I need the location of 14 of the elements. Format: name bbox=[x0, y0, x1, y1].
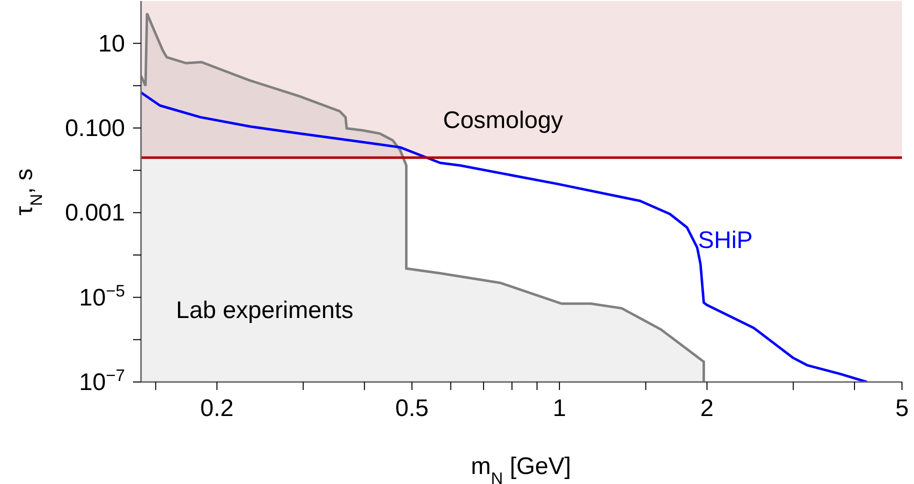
band-label: Cosmology bbox=[443, 107, 564, 134]
x-tick-label: 0.2 bbox=[200, 395, 234, 422]
x-tick-label: 1 bbox=[552, 395, 566, 422]
x-tick-label: 2 bbox=[700, 395, 714, 422]
series-label: SHiP bbox=[698, 227, 753, 254]
y-tick-label: 10$^{−7}$ bbox=[79, 366, 125, 396]
y-tick-label: 10 bbox=[98, 30, 125, 58]
x-tick-label: 0.5 bbox=[395, 395, 429, 422]
series-label: Lab experiments bbox=[176, 297, 354, 324]
y-tick-label: 0.001 bbox=[64, 200, 125, 227]
x-tick-label: 5 bbox=[895, 395, 909, 422]
x-axis-title: m$_{N}$ [GeV] bbox=[470, 453, 572, 484]
y-tick-label: 0.100 bbox=[64, 115, 125, 142]
y-tick-label: 10$^{−5}$ bbox=[79, 280, 125, 312]
